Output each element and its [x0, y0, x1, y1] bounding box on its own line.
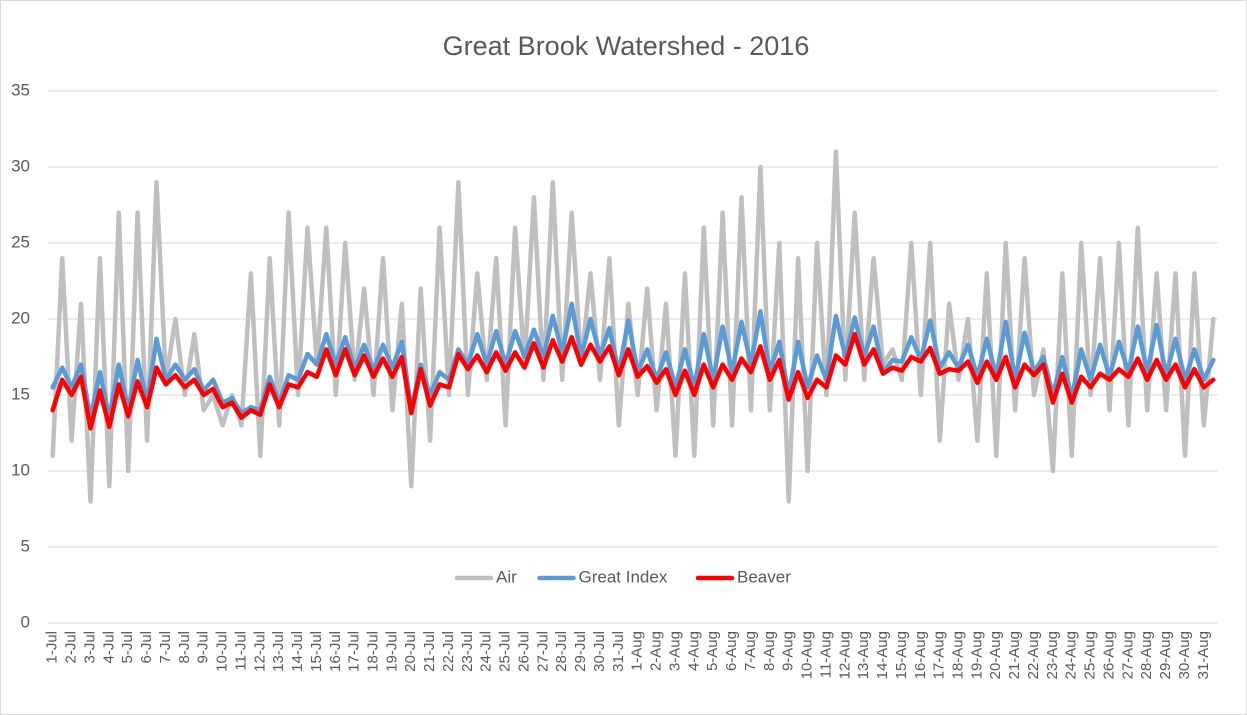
legend-label: Beaver — [737, 567, 791, 586]
x-tick-label: 23-Jul — [459, 631, 476, 672]
y-tick-label: 25 — [11, 232, 30, 251]
x-tick-label: 29-Aug — [1157, 631, 1174, 679]
x-tick-label: 27-Jul — [534, 631, 551, 672]
x-tick-label: 28-Jul — [553, 631, 570, 672]
x-tick-label: 13-Jul — [270, 631, 287, 672]
x-tick-label: 4-Aug — [685, 631, 702, 671]
x-tick-label: 27-Aug — [1119, 631, 1136, 679]
x-tick-label: 22-Aug — [1025, 631, 1042, 679]
x-tick-label: 31-Jul — [610, 631, 627, 672]
x-tick-label: 24-Jul — [478, 631, 495, 672]
x-tick-label: 8-Aug — [761, 631, 778, 671]
y-tick-label: 35 — [11, 80, 30, 99]
x-tick-label: 16-Jul — [327, 631, 344, 672]
x-tick-label: 11-Aug — [817, 631, 834, 678]
x-tick-label: 18-Jul — [364, 631, 381, 672]
x-tick-label: 7-Aug — [742, 631, 759, 671]
x-tick-label: 17-Aug — [931, 631, 948, 679]
legend-label: Air — [496, 567, 517, 586]
series-line — [50, 301, 1216, 421]
x-tick-label: 1-Aug — [629, 631, 646, 671]
x-tick-label: 14-Aug — [874, 631, 891, 679]
legend-label: Great Index — [579, 567, 668, 586]
x-tick-label: 24-Aug — [1063, 631, 1080, 679]
x-tick-label: 1-Jul — [44, 631, 61, 664]
x-tick-label: 7-Jul — [157, 631, 174, 664]
x-tick-label: 18-Aug — [949, 631, 966, 679]
x-tick-label: 26-Aug — [1100, 631, 1117, 679]
y-tick-label: 5 — [21, 536, 30, 555]
x-tick-label: 4-Jul — [100, 631, 117, 664]
x-tick-label: 14-Jul — [289, 631, 306, 672]
x-tick-label: 5-Aug — [704, 631, 721, 671]
x-tick-label: 30-Aug — [1176, 631, 1193, 679]
x-tick-label: 20-Aug — [987, 631, 1004, 679]
series-line — [50, 331, 1216, 431]
x-tick-label: 22-Jul — [440, 631, 457, 672]
x-tick-label: 19-Aug — [968, 631, 985, 679]
x-tick-label: 9-Jul — [195, 631, 212, 664]
x-tick-label: 3-Jul — [81, 631, 98, 664]
x-tick-label: 16-Aug — [912, 631, 929, 679]
x-tick-label: 15-Aug — [893, 631, 910, 679]
x-tick-label: 6-Aug — [723, 631, 740, 671]
x-tick-label: 8-Jul — [176, 631, 193, 664]
x-tick-label: 5-Jul — [119, 631, 136, 664]
x-tick-label: 13-Aug — [855, 631, 872, 679]
x-tick-label: 2-Jul — [63, 631, 80, 664]
x-tick-label: 31-Aug — [1195, 631, 1212, 679]
x-tick-label: 10-Jul — [214, 631, 231, 672]
chart-title: Great Brook Watershed - 2016 — [443, 31, 810, 61]
x-tick-label: 25-Aug — [1082, 631, 1099, 679]
x-tick-label: 26-Jul — [515, 631, 532, 672]
y-tick-label: 10 — [11, 460, 30, 479]
x-tick-label: 3-Aug — [666, 631, 683, 671]
x-tick-label: 23-Aug — [1044, 631, 1061, 679]
x-tick-label: 21-Aug — [1006, 631, 1023, 679]
x-tick-label: 12-Aug — [836, 631, 853, 679]
x-tick-label: 15-Jul — [308, 631, 325, 672]
x-tick-label: 17-Jul — [346, 631, 363, 672]
x-tick-label: 20-Jul — [402, 631, 419, 672]
x-tick-label: 9-Aug — [780, 631, 797, 671]
y-tick-label: 0 — [21, 612, 30, 631]
x-tick-label: 11-Jul — [232, 631, 249, 671]
x-tick-label: 2-Aug — [648, 631, 665, 671]
x-tick-label: 30-Jul — [591, 631, 608, 672]
x-tick-label: 12-Jul — [251, 631, 268, 672]
x-tick-label: 19-Jul — [383, 631, 400, 672]
x-tick-label: 10-Aug — [799, 631, 816, 679]
x-tick-label: 6-Jul — [138, 631, 155, 664]
x-tick-label: 29-Jul — [572, 631, 589, 672]
x-tick-label: 21-Jul — [421, 631, 438, 672]
y-tick-label: 20 — [11, 308, 30, 327]
y-tick-label: 30 — [11, 156, 30, 175]
y-tick-label: 15 — [11, 384, 30, 403]
x-tick-label: 28-Aug — [1138, 631, 1155, 679]
x-tick-label: 25-Jul — [497, 631, 514, 672]
